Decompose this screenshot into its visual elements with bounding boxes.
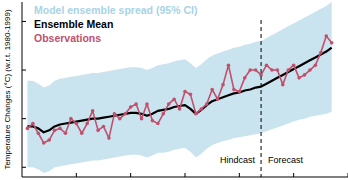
observation-point <box>243 76 247 80</box>
observation-point <box>178 107 182 111</box>
observation-point <box>172 97 176 101</box>
observation-point <box>281 83 285 87</box>
observation-point <box>308 68 312 72</box>
observation-point <box>129 105 133 109</box>
observation-point <box>151 119 155 123</box>
observation-line <box>27 36 331 143</box>
observation-point <box>26 127 30 131</box>
observation-point <box>330 41 334 45</box>
y-tick <box>22 118 26 119</box>
observation-point <box>189 93 193 97</box>
observation-point <box>216 97 220 101</box>
y-axis <box>22 2 23 177</box>
y-axis-label: Temperature Changes (°C) (w.r.t. 1980-19… <box>3 9 12 170</box>
observation-point <box>64 131 68 135</box>
observation-point <box>156 122 160 126</box>
observation-point <box>107 136 111 140</box>
observation-point <box>161 112 165 116</box>
observation-point <box>248 68 252 72</box>
observation-point <box>96 129 100 133</box>
observation-point <box>47 138 51 142</box>
split-line <box>261 20 262 177</box>
x-tick <box>239 173 240 177</box>
observation-point <box>145 102 149 106</box>
observation-point <box>270 68 274 72</box>
observation-point <box>276 68 280 72</box>
observation-point <box>80 131 84 135</box>
legend-entry: Observations <box>34 32 101 44</box>
legend-entry: Ensemble Mean <box>34 18 113 30</box>
observation-point <box>118 117 122 121</box>
observation-point <box>227 63 231 67</box>
observation-point <box>292 63 296 67</box>
observation-point <box>254 68 258 72</box>
x-tick <box>130 173 131 177</box>
observation-point <box>42 141 46 145</box>
observation-point <box>183 90 187 94</box>
observation-point <box>91 109 95 113</box>
observation-point <box>134 102 138 106</box>
observation-point <box>297 76 301 80</box>
y-tick <box>22 70 26 71</box>
x-tick <box>76 173 77 177</box>
observation-point <box>205 102 209 106</box>
observation-point <box>167 102 171 106</box>
observation-point <box>303 73 307 77</box>
observation-point <box>69 117 73 121</box>
chart: Hindcast Forecast Temperature Changes (°C)… <box>0 0 348 180</box>
spread-band <box>27 2 331 173</box>
observation-point <box>75 122 79 126</box>
hindcast-label: Hindcast <box>220 155 256 165</box>
forecast-label: Forecast <box>268 155 304 165</box>
observation-point <box>210 88 214 92</box>
observation-point <box>200 107 204 111</box>
observation-point <box>194 112 198 116</box>
observation-point <box>221 83 225 87</box>
observation-point <box>314 63 318 67</box>
observation-point <box>85 122 89 126</box>
x-tick <box>293 173 294 177</box>
observation-point <box>319 51 323 55</box>
plot-area <box>26 2 334 173</box>
x-tick <box>185 173 186 177</box>
observation-point <box>265 63 269 67</box>
observation-point <box>286 68 290 72</box>
legend-entry: Model ensemble spread (95% CI) <box>34 4 197 16</box>
observation-point <box>102 125 106 129</box>
y-tick <box>22 167 26 168</box>
observation-point <box>232 88 236 92</box>
y-tick <box>22 21 26 22</box>
observation-point <box>123 112 127 116</box>
observation-point <box>140 117 144 121</box>
observation-point <box>324 34 328 38</box>
observation-point <box>238 90 242 94</box>
observation-point <box>53 129 57 133</box>
observation-point <box>113 112 117 116</box>
observation-point <box>37 131 41 135</box>
observation-point <box>58 127 62 131</box>
observation-point <box>31 122 35 126</box>
